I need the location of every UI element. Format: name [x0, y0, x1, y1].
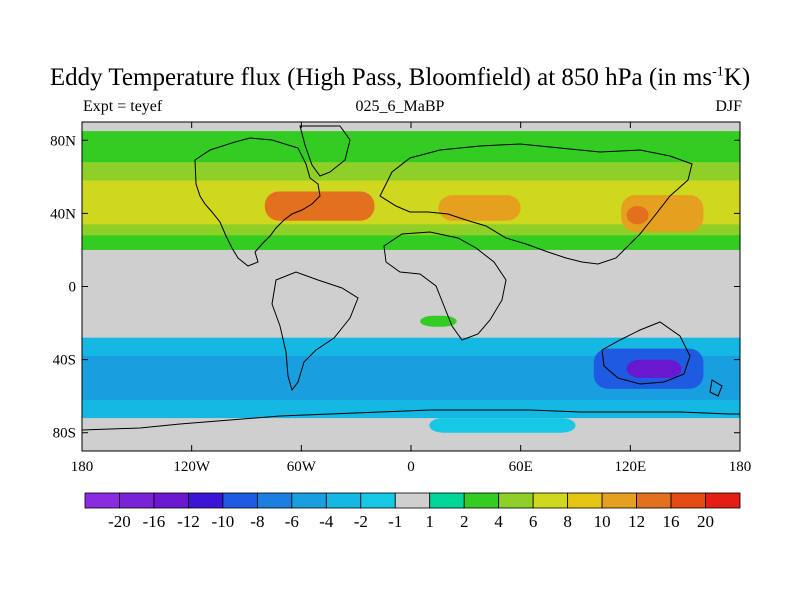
- colorbar-label: -16: [143, 512, 166, 531]
- colorbar-label: -8: [250, 512, 264, 531]
- antarctica-coast: [82, 409, 740, 431]
- x-tick-label: 180: [71, 459, 94, 475]
- colorbar-label: -12: [177, 512, 200, 531]
- x-tick-label: 180: [729, 459, 752, 475]
- colorbar-label: 10: [594, 512, 611, 531]
- field-region-12: [429, 418, 576, 433]
- field-region-13: [420, 315, 457, 327]
- colorbar-label: 16: [663, 512, 680, 531]
- colorbar-swatch: [325, 492, 362, 509]
- africa-coast: [383, 231, 507, 341]
- colorbar-swatch: [256, 492, 293, 509]
- colorbar-swatch: [222, 492, 258, 509]
- colorbar-label: 6: [529, 512, 538, 531]
- x-tick-label: 120W: [173, 459, 211, 475]
- experiment-label: Expt = teyef: [83, 98, 163, 115]
- colorbar-swatch: [153, 492, 189, 509]
- season-label: DJF: [715, 98, 742, 115]
- south-america-coast: [271, 271, 359, 392]
- colorbar-swatch: [394, 492, 431, 509]
- colorbar-label: -1: [388, 512, 402, 531]
- colorbar-swatch: [567, 492, 603, 509]
- y-tick-label: 40S: [53, 353, 76, 369]
- x-tick-label: 0: [407, 459, 415, 475]
- colorbar-swatch: [670, 492, 706, 509]
- colorbar-swatch: [119, 492, 155, 509]
- axes: 180 120W 60W 0 60E 120E 180 80N 40N 0 40S 80S: [50, 122, 751, 475]
- x-tick-label: 120E: [614, 459, 646, 475]
- y-tick-label: 80S: [53, 426, 76, 442]
- colorbar-label: 2: [460, 512, 469, 531]
- y-tick-label: 0: [69, 280, 77, 296]
- greenland-coast: [299, 125, 351, 177]
- colorbar-swatch: [601, 492, 637, 509]
- field-region-11: [626, 359, 682, 378]
- colorbar-swatch: [291, 492, 327, 509]
- colorbar-label: -2: [354, 512, 368, 531]
- colorbar-label: -4: [319, 512, 334, 531]
- colorbar-swatch: [84, 492, 120, 509]
- colorbar-label: -10: [212, 512, 235, 531]
- eurasia-coast: [379, 143, 693, 265]
- colorbar-label: 8: [563, 512, 572, 531]
- colorbar-swatch: [705, 492, 741, 509]
- field-region-4: [292, 195, 348, 214]
- coastlines: [82, 125, 740, 431]
- colorbar: -20 -16 -12 -10 -8 -6 -4 -2 -1 1 2 4 6 8 10 12 16 20: [84, 492, 741, 531]
- field-region-7: [626, 206, 649, 225]
- new-zealand-coast: [709, 379, 723, 397]
- x-tick-label: 60W: [287, 459, 317, 475]
- colorbar-swatch: [429, 492, 465, 509]
- colorbar-label: 12: [628, 512, 645, 531]
- colorbar-swatch: [498, 492, 534, 509]
- y-tick-label: 80N: [50, 133, 76, 149]
- chart-title: Eddy Temperature flux (High Pass, Bloomf…: [49, 64, 751, 91]
- field-region-5: [438, 195, 521, 221]
- colorbar-label: 4: [494, 512, 503, 531]
- colorbar-swatch: [360, 492, 396, 509]
- run-label: 025_6_MaBP: [355, 98, 445, 115]
- colorbar-swatch: [636, 492, 672, 509]
- colorbar-swatch: [188, 492, 224, 509]
- north-america-coast: [194, 137, 321, 267]
- colorbar-label: -6: [285, 512, 299, 531]
- australia-coast: [601, 321, 691, 385]
- colorbar-swatch: [532, 492, 569, 509]
- colorbar-swatch: [463, 492, 500, 509]
- y-tick-label: 40N: [50, 206, 76, 222]
- colorbar-label: 1: [425, 512, 434, 531]
- colorbar-label: -20: [108, 512, 131, 531]
- x-tick-label: 60E: [509, 459, 533, 475]
- colorbar-label: 20: [697, 512, 714, 531]
